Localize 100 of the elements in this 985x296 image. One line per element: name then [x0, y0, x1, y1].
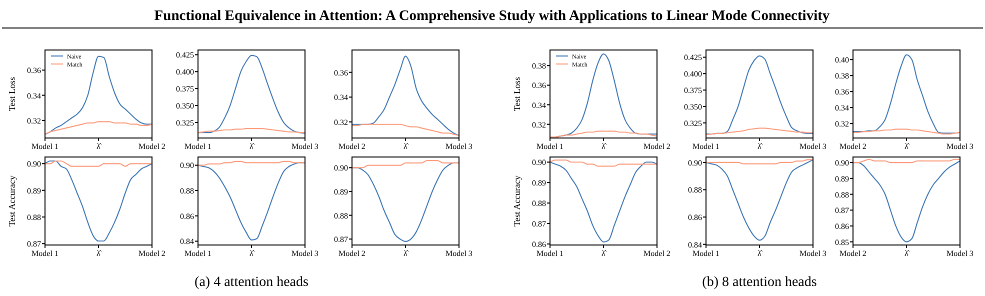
line-series — [549, 160, 658, 167]
x-tick-label: Model 1 — [536, 142, 564, 151]
y-axis-title: Test Accuracy — [7, 174, 17, 227]
y-tick-label: 0.32 — [835, 120, 849, 129]
y-tick-label: 0.350 — [176, 102, 194, 111]
y-tick-label: 0.325 — [684, 118, 702, 128]
y-tick-label: 0.90 — [532, 158, 546, 168]
y-tick-label: 0.90 — [334, 164, 348, 173]
line-series — [705, 159, 814, 241]
y-tick-label: 0.36 — [334, 68, 348, 78]
y-tick-label: 0.32 — [27, 116, 41, 126]
y-tick-label: 0.36 — [532, 81, 546, 90]
x-tick-label: Model 1 — [184, 249, 212, 258]
x-tick-label: λ̂ — [250, 249, 256, 258]
y-tick-label: 0.40 — [835, 56, 849, 65]
y-tick-label: 0.86 — [532, 240, 546, 249]
y-tick-label: 0.90 — [835, 158, 849, 168]
y-tick-label: 0.88 — [27, 213, 41, 222]
x-tick-label: Model 2 — [138, 249, 166, 258]
x-tick-label: λ̂ — [602, 249, 608, 258]
y-tick-label: 0.34 — [835, 104, 849, 113]
y-tick-label: 0.32 — [334, 118, 348, 127]
y-tick-label: 0.89 — [334, 187, 348, 196]
line-series — [705, 55, 814, 135]
x-tick-label: Model 3 — [946, 249, 974, 258]
y-tick-label: 0.36 — [835, 88, 849, 97]
x-tick-label: Model 1 — [32, 249, 58, 258]
y-axis-title: Test Accuracy — [512, 174, 522, 227]
y-tick-label: 0.375 — [684, 86, 702, 96]
x-tick-label: Model 2 — [644, 249, 670, 258]
y-tick-label: 0.34 — [532, 100, 546, 110]
x-tick-label: Model 1 — [536, 249, 564, 258]
x-tick-label: Model 3 — [800, 249, 826, 258]
y-tick-label: 0.88 — [688, 186, 702, 195]
y-tick-label: 0.425 — [176, 50, 194, 60]
y-tick-label: 0.34 — [334, 93, 348, 102]
y-tick-label: 0.84 — [688, 240, 702, 250]
x-tick-label: λ̂ — [904, 249, 910, 258]
y-tick-label: 0.38 — [532, 62, 546, 71]
x-tick-label: λ̂ — [404, 142, 410, 151]
y-tick-label: 0.86 — [688, 213, 702, 222]
x-tick-label: Model 2 — [840, 249, 866, 258]
y-tick-label: 0.90 — [688, 158, 702, 168]
text: (a) 4 attention heads — [194, 275, 308, 290]
x-tick-label: Model 2 — [644, 142, 670, 151]
x-tick-label: Model 1 — [692, 249, 720, 258]
x-tick-label: Model 3 — [446, 249, 472, 258]
y-tick-label: 0.89 — [835, 174, 849, 184]
x-tick-label: λ̂ — [404, 249, 410, 258]
y-tick-label: 0.87 — [27, 240, 41, 249]
x-tick-label: λ̂ — [904, 142, 910, 151]
y-tick-label: 0.425 — [684, 53, 702, 62]
y-tick-label: 0.88 — [180, 186, 194, 196]
x-tick-label: λ̂ — [602, 142, 608, 151]
line-series — [351, 124, 460, 136]
line-series — [44, 121, 153, 135]
y-tick-label: 0.32 — [532, 120, 546, 130]
y-tick-label: 0.88 — [334, 211, 348, 220]
x-tick-label: Model 2 — [840, 142, 866, 151]
y-tick-label: 0.87 — [835, 206, 849, 216]
line-series — [44, 56, 153, 135]
x-tick-label: Model 1 — [32, 142, 58, 151]
y-tick-label: 0.86 — [835, 222, 849, 231]
x-tick-label: λ̂ — [96, 142, 102, 151]
x-tick-label: λ̂ — [758, 249, 764, 258]
text: (b) 8 attention heads — [702, 275, 817, 290]
line-series — [705, 128, 814, 136]
x-tick-label: λ̂ — [96, 249, 102, 258]
line-series — [852, 54, 961, 134]
y-tick-label: 0.87 — [532, 220, 546, 229]
y-tick-label: 0.87 — [334, 235, 348, 244]
x-tick-label: Model 3 — [292, 249, 318, 258]
x-tick-label: λ̂ — [758, 142, 764, 151]
line-series — [549, 162, 658, 242]
y-tick-label: 0.400 — [684, 70, 702, 79]
y-tick-label: 0.88 — [532, 199, 546, 208]
y-tick-label: 0.84 — [180, 237, 194, 246]
x-tick-label: Model 3 — [946, 142, 974, 151]
y-tick-label: 0.325 — [176, 118, 194, 128]
x-tick-label: Model 2 — [338, 142, 366, 151]
x-tick-label: λ̂ — [250, 142, 256, 151]
y-axis-title: Test Loss — [512, 76, 522, 112]
y-tick-label: 0.90 — [27, 160, 41, 169]
y-tick-label: 0.34 — [27, 91, 41, 100]
line-series — [44, 160, 153, 242]
y-tick-label: 0.400 — [176, 68, 194, 77]
line-series — [351, 160, 460, 168]
x-tick-label: Model 3 — [800, 142, 826, 151]
y-tick-label: 0.90 — [180, 161, 194, 170]
y-tick-label: 0.36 — [27, 66, 41, 76]
y-tick-label: 0.88 — [835, 190, 849, 200]
x-tick-label: Model 1 — [184, 142, 212, 151]
y-tick-label: 0.85 — [835, 238, 849, 247]
y-tick-label: 0.86 — [180, 212, 194, 221]
y-tick-label: 0.350 — [684, 102, 702, 112]
text: Functional Equivalence in Attention: A Comprehensive Study with Applications to Linear Mode Connectivity — [154, 8, 830, 24]
x-tick-label: Model 2 — [138, 142, 166, 151]
y-tick-label: 0.89 — [27, 186, 41, 196]
x-tick-label: Model 2 — [338, 249, 366, 258]
y-tick-label: 0.89 — [532, 178, 546, 188]
